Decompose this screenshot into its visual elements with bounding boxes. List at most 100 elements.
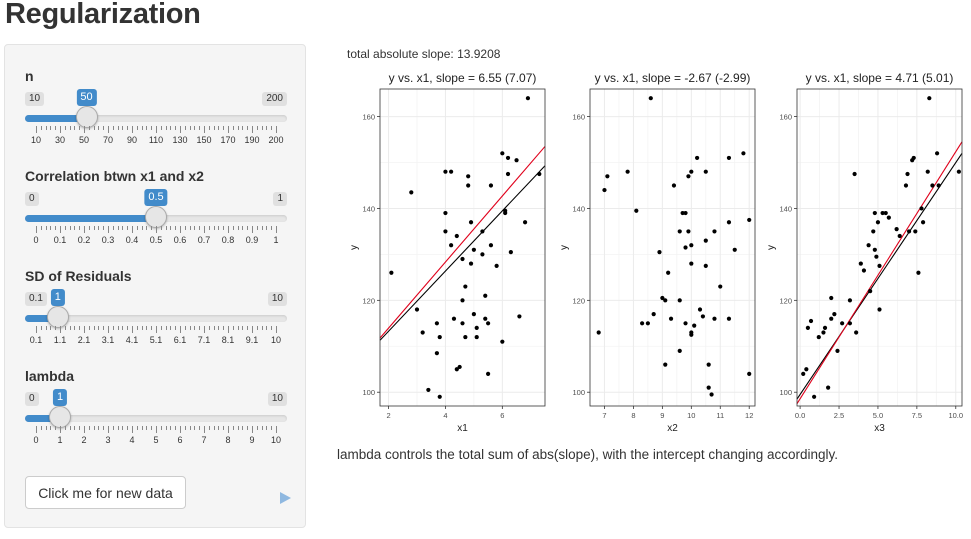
- data-point: [747, 217, 752, 223]
- chart-svg: y vs. x1, slope = 4.71 (5.01) 100 120 140 16…: [766, 71, 963, 434]
- slider-tick-label: 70: [102, 135, 114, 145]
- slider-tick-label: 1.1: [53, 335, 67, 345]
- slider-minor-tick: [160, 226, 162, 230]
- x-tick-label: 7: [602, 411, 606, 420]
- play-icon[interactable]: [280, 492, 291, 504]
- data-point: [454, 233, 459, 239]
- data-point: [686, 229, 691, 234]
- y-tick-label: 160: [362, 113, 375, 122]
- slider-minor-tick: [170, 326, 172, 330]
- slider-max-label: 10: [267, 392, 287, 406]
- slider-minor-tick: [50, 326, 52, 330]
- y-tick-label: 100: [362, 388, 375, 397]
- data-point: [486, 371, 491, 376]
- plot-panel: [797, 89, 962, 406]
- slider-minor-tick: [93, 226, 95, 230]
- slider-track[interactable]: [25, 315, 287, 322]
- slider-minor-tick: [218, 326, 220, 330]
- slider-minor-tick: [146, 326, 148, 330]
- slider-minor-tick: [189, 326, 191, 330]
- slider-minor-tick: [141, 126, 143, 130]
- slider-minor-tick: [256, 426, 258, 430]
- slider-tick: [180, 226, 181, 233]
- slider-minor-tick: [175, 226, 177, 230]
- slider-minor-tick: [175, 126, 177, 130]
- slider-minor-tick: [45, 126, 47, 130]
- slider-tick: [36, 226, 37, 233]
- regression-line-red: [379, 146, 546, 339]
- slider-minor-tick: [199, 326, 201, 330]
- slider-label: Correlation btwn x1 and x2: [25, 168, 204, 184]
- data-point: [726, 316, 732, 321]
- data-point: [677, 229, 682, 234]
- data-point: [460, 298, 465, 303]
- slider-tick: [132, 226, 133, 233]
- slider-tick: [276, 426, 277, 433]
- data-point: [483, 293, 488, 298]
- data-point: [906, 229, 912, 234]
- data-point: [709, 392, 714, 397]
- slider-minor-tick: [165, 426, 167, 430]
- slider-label: SD of Residuals: [25, 268, 132, 284]
- data-point: [920, 220, 926, 225]
- slider-minor-tick: [165, 326, 167, 330]
- data-point: [602, 187, 607, 193]
- slider-minor-tick: [112, 126, 114, 130]
- data-point: [471, 247, 476, 252]
- slider-minor-tick: [141, 226, 143, 230]
- slider-minor-tick: [242, 426, 244, 430]
- x-tick-label: 6: [500, 411, 504, 420]
- slider-track[interactable]: [25, 415, 287, 422]
- slider-minor-tick: [122, 226, 124, 230]
- x-tick-label: 8: [631, 411, 635, 420]
- slider-minor-tick: [247, 326, 249, 330]
- data-point: [437, 334, 442, 340]
- slider-tick: [132, 126, 133, 133]
- slider-minor-tick: [271, 126, 273, 130]
- data-point: [883, 210, 888, 216]
- data-point: [663, 298, 668, 303]
- slider-tick: [156, 126, 157, 133]
- slider-handle[interactable]: [46, 306, 69, 328]
- x-tick-label: 2: [386, 411, 390, 420]
- slider-minor-tick: [103, 326, 105, 330]
- data-point: [500, 151, 505, 156]
- data-point: [414, 307, 420, 312]
- slider-tick: [84, 226, 85, 233]
- x-tick-label: 5.0: [873, 411, 883, 420]
- slider-minor-tick: [184, 126, 186, 130]
- slider-handle[interactable]: [75, 106, 98, 128]
- slider-minor-tick: [136, 426, 138, 430]
- slider-tick: [276, 226, 277, 233]
- slider-minor-tick: [55, 126, 57, 130]
- slider-minor-tick: [256, 126, 258, 130]
- data-point: [872, 247, 877, 252]
- data-point: [732, 247, 737, 252]
- slider-tick-label: 9.1: [245, 335, 259, 345]
- new-data-button[interactable]: Click me for new data: [25, 476, 186, 509]
- slider-tick: [276, 126, 277, 133]
- slider-tick: [156, 326, 157, 333]
- slider-max-label: 10: [267, 292, 287, 306]
- regression-line-black: [796, 153, 963, 400]
- x-tick-label: 9: [660, 411, 664, 420]
- chart-title: y vs. x1, slope = 6.55 (7.07): [389, 71, 537, 85]
- slider-minor-tick: [160, 126, 162, 130]
- slider-minor-tick: [232, 426, 234, 430]
- data-point: [409, 190, 414, 195]
- data-point: [919, 206, 924, 211]
- slider-minor-tick: [237, 126, 239, 130]
- data-point: [903, 183, 909, 188]
- x-axis-label: x3: [874, 423, 885, 434]
- slider-minor-tick: [112, 426, 114, 430]
- slider-track[interactable]: [25, 115, 287, 122]
- slider-tick-label: 0.6: [173, 235, 187, 245]
- slider-minor-tick: [93, 126, 95, 130]
- slider-handle[interactable]: [49, 406, 71, 428]
- slider-minor-tick: [271, 226, 273, 230]
- slider-handle[interactable]: [145, 206, 167, 228]
- slider-minor-tick: [117, 126, 119, 130]
- panel-border: [589, 88, 756, 407]
- data-point: [663, 362, 668, 367]
- x-tick-label: 12: [745, 411, 753, 420]
